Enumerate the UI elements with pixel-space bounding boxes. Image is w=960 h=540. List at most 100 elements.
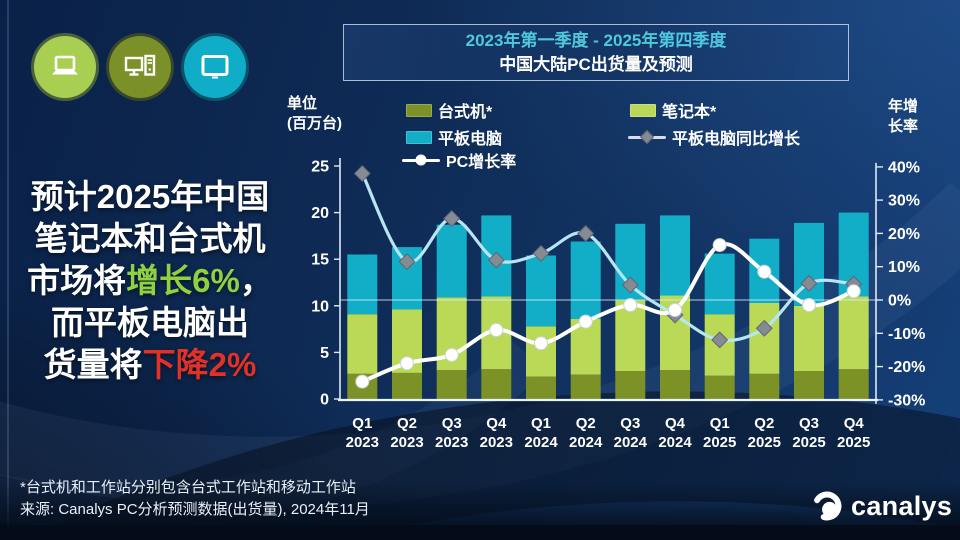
x-label-quarter: Q3 — [442, 415, 462, 432]
bar-tablet-Q4-2023 — [481, 215, 512, 297]
bar-tablet-Q1-2025 — [704, 253, 735, 315]
bar-notebook-Q2-2025 — [749, 303, 780, 374]
circle-line-marker — [402, 153, 440, 167]
x-label-year: 2024 — [524, 434, 558, 451]
chart-title-box: 2023年第一季度 - 2025年第四季度 中国大陆PC出货量及预测 — [343, 24, 849, 81]
legend-item-notebook: 笔记本* — [630, 101, 716, 121]
bar-desktop-Q1-2025 — [704, 375, 735, 399]
bar-notebook-Q1-2025 — [704, 314, 735, 376]
left-edge-highlight — [7, 0, 9, 540]
forecast-segment: 而平板电脑出 — [51, 304, 249, 341]
bar-tablet-Q3-2023 — [436, 224, 467, 298]
right-axis-tick-label: 0% — [888, 293, 911, 310]
x-label-quarter: Q3 — [620, 415, 640, 432]
line-tablet-yoy — [360, 171, 856, 343]
left-axis-tick-label: 20 — [311, 205, 329, 222]
x-label-quarter: Q1 — [352, 415, 372, 432]
marker-diamond-tablet-yoy-8 — [711, 331, 729, 349]
bar-tablet-Q4-2024 — [660, 215, 690, 296]
marker-circle-pc-growth-2 — [444, 347, 459, 362]
legend-item-tablet-yoy: 平板电脑同比增长 — [628, 128, 800, 148]
tablet-glyph — [201, 55, 229, 79]
x-label-quarter: Q4 — [844, 415, 865, 432]
x-label-quarter: Q2 — [576, 415, 596, 432]
bar-desktop-Q1-2023 — [347, 373, 378, 399]
bar-notebook-Q3-2023 — [436, 297, 467, 371]
forecast-line: 而平板电脑出 — [2, 302, 298, 344]
forecast-segment: 下降2% — [142, 346, 257, 383]
bar-tablet-Q1-2023 — [347, 254, 378, 315]
x-label-quarter: Q4 — [486, 415, 507, 432]
footnote-asterisk: *台式机和工作站分别包含台式工作站和移动工作站 — [20, 479, 356, 496]
desktop-swatch — [406, 103, 432, 117]
x-label-quarter: Q1 — [531, 415, 551, 432]
forecast-line: 市场将增长6%， — [2, 260, 298, 302]
forecast-line: 货量将下降2% — [2, 344, 298, 386]
left-axis-tick-label: 5 — [320, 345, 329, 362]
bar-tablet-Q3-2025 — [794, 222, 824, 306]
bar-notebook-Q3-2024 — [615, 300, 646, 371]
bar-desktop-Q4-2025 — [838, 369, 869, 399]
marker-circle-pc-growth-6 — [623, 298, 638, 312]
marker-diamond-tablet-yoy-6 — [621, 276, 639, 294]
canalys-mark-icon — [812, 491, 842, 521]
bar-desktop-Q4-2023 — [481, 369, 512, 399]
right-axis-tick-label: 30% — [888, 193, 920, 210]
left-axis-tick-label: 10 — [311, 298, 329, 315]
right-axis-tick-label: -20% — [888, 359, 925, 376]
marker-circle-pc-growth-1 — [400, 356, 414, 371]
x-label-quarter: Q1 — [710, 415, 730, 432]
legend-item-desktop: 台式机* — [406, 101, 492, 121]
diamond-icon — [639, 129, 655, 145]
x-label-year: 2023 — [346, 434, 379, 451]
desktop-pc-glyph — [124, 54, 156, 76]
marker-circle-pc-growth-4 — [534, 336, 548, 351]
marker-diamond-tablet-yoy-9 — [755, 319, 773, 337]
bar-desktop-Q2-2024 — [570, 374, 601, 399]
legend-label: PC增长率 — [446, 154, 517, 171]
x-label-quarter: Q4 — [665, 415, 686, 432]
bar-tablet-Q2-2025 — [749, 238, 780, 303]
forecast-segment: 增长6% — [126, 262, 240, 299]
bar-tablet-Q3-2024 — [615, 223, 646, 301]
left-axis-title: 单位 (百万台) — [287, 94, 342, 134]
canalys-logo: canalys — [810, 489, 952, 523]
bar-tablet-Q4-2025 — [838, 212, 869, 297]
bar-notebook-Q2-2024 — [570, 318, 601, 375]
x-label-quarter: Q2 — [397, 415, 417, 432]
bar-notebook-Q4-2025 — [838, 296, 869, 370]
x-label-year: 2024 — [614, 434, 648, 451]
marker-diamond-tablet-yoy-1 — [398, 253, 416, 271]
marker-diamond-tablet-yoy-7 — [666, 306, 684, 324]
right-axis-tick-label: 20% — [888, 226, 920, 243]
diamond-line-marker — [628, 129, 666, 145]
marker-diamond-tablet-yoy-11 — [845, 275, 863, 293]
x-label-year: 2025 — [837, 434, 870, 451]
footnotes: *台式机和工作站分别包含台式工作站和移动工作站 来源: Canalys PC分析… — [20, 477, 370, 521]
tablet-swatch — [406, 130, 432, 144]
right-axis-tick-label: 40% — [888, 159, 920, 176]
bar-notebook-Q4-2024 — [660, 295, 690, 371]
laptop-glyph — [52, 55, 78, 75]
right-axis-tick-label: 10% — [888, 259, 920, 276]
left-axis-tick-label: 0 — [320, 392, 329, 409]
footnote-source: 来源: Canalys PC分析预测数据(出货量), 2024年11月 — [20, 501, 370, 518]
bar-desktop-Q3-2024 — [615, 371, 646, 399]
line-pc-growth — [360, 242, 856, 384]
desktop-pc-icon — [106, 33, 174, 101]
right-axis-title-line: 年增 — [888, 98, 919, 115]
forecast-segment: ， — [239, 262, 273, 299]
canalys-wordmark: canalys — [851, 491, 953, 521]
left-axis-tick-label: 25 — [311, 159, 329, 176]
bar-notebook-Q1-2023 — [347, 314, 378, 374]
bar-tablet-Q1-2024 — [526, 255, 556, 327]
bar-desktop-Q2-2023 — [392, 372, 422, 399]
forecast-line: 笔记本和台式机 — [2, 218, 298, 260]
left-axis-title-line: 单位 — [287, 95, 318, 112]
x-label-year: 2025 — [792, 434, 825, 451]
forecast-segment: 市场将 — [27, 262, 127, 299]
x-label-year: 2023 — [435, 434, 468, 451]
x-label-year: 2025 — [703, 434, 736, 451]
left-axis-tick-label: 15 — [311, 252, 329, 269]
